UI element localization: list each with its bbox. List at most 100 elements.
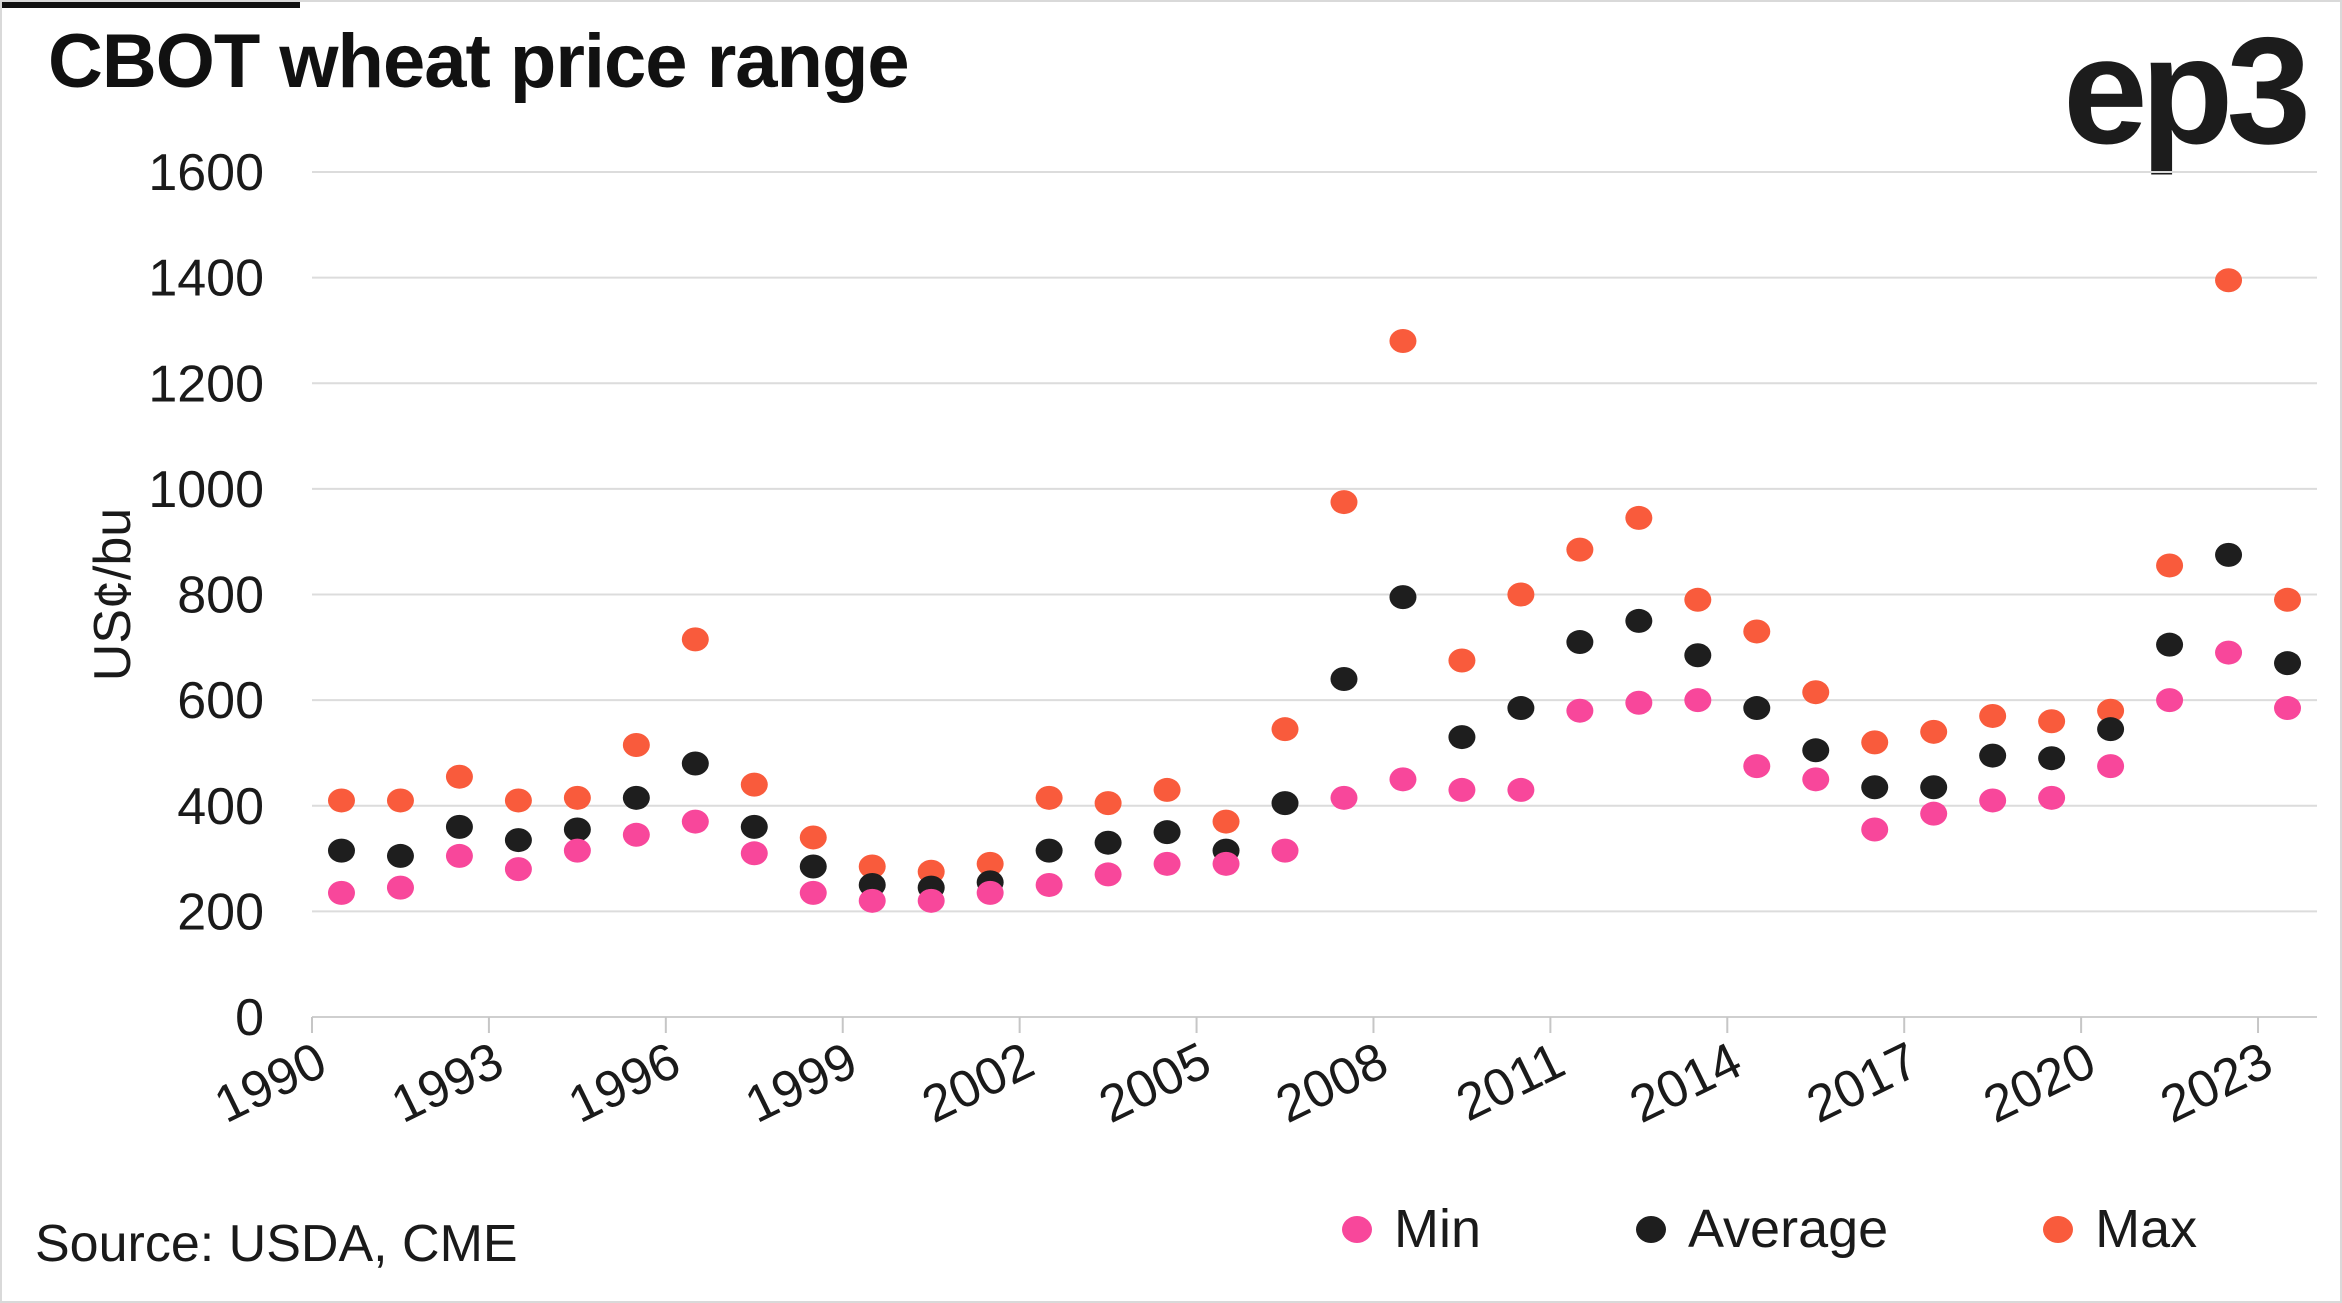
max-dot-2004 [1153, 777, 1181, 802]
average-dot-1993 [504, 828, 532, 853]
max-dot-2019 [2038, 709, 2066, 734]
x-tick-label: 2017 [1798, 1032, 1927, 1135]
average-dot-1990 [327, 838, 355, 863]
max-dot-2014 [1743, 619, 1771, 644]
min-dot-2021 [2156, 688, 2184, 713]
average-dot-2003 [1094, 830, 1122, 855]
legend-item-average: Average [1636, 1198, 1888, 1260]
x-tick-label: 2002 [914, 1032, 1043, 1135]
min-dot-2011 [1566, 698, 1594, 723]
max-dot-2010 [1507, 582, 1535, 607]
chart-title: CBOT wheat price range [48, 19, 910, 104]
max-dot-1998 [799, 825, 827, 850]
min-dot-1991 [386, 875, 414, 900]
max-dot-1993 [504, 788, 532, 813]
y-tick-label: 600 [177, 672, 264, 730]
max-dot-2003 [1094, 791, 1122, 816]
x-tick-label: 2005 [1090, 1032, 1219, 1135]
average-dot-2021 [2156, 632, 2184, 657]
legend: Min Average Max [1342, 1198, 2197, 1260]
y-tick-label: 400 [177, 778, 264, 836]
average-dot-2009 [1448, 725, 1476, 750]
average-dot-1996 [681, 751, 709, 776]
y-tick-label: 1000 [148, 461, 264, 519]
min-dot-2020 [2097, 754, 2125, 779]
max-dot-1991 [386, 788, 414, 813]
x-tick-label: 2023 [2152, 1032, 2281, 1135]
y-tick-label: 1200 [148, 355, 264, 413]
max-dot-2023 [2274, 587, 2302, 612]
min-dot-2008 [1389, 767, 1417, 792]
average-dot-1997 [740, 814, 768, 839]
legend-label-average: Average [1688, 1199, 1889, 1259]
min-dot-2010 [1507, 777, 1535, 802]
average-dot-2015 [1802, 738, 1830, 763]
min-dot-1994 [563, 838, 591, 863]
legend-item-max: Max [2043, 1198, 2197, 1260]
max-dot-2011 [1566, 537, 1594, 562]
min-dot-1995 [622, 822, 650, 847]
average-dot-2016 [1861, 775, 1889, 800]
min-dot-2015 [1802, 767, 1830, 792]
max-dot-2009 [1448, 648, 1476, 673]
average-dot-2018 [1979, 743, 2007, 768]
max-dot-2022 [2215, 268, 2243, 293]
average-dot-1998 [799, 854, 827, 879]
top-accent-bar [2, 2, 300, 8]
average-legend-dot [1636, 1215, 1667, 1243]
source-note: Source: USDA, CME [35, 1215, 518, 1273]
average-dot-2019 [2038, 746, 2066, 771]
max-dot-2021 [2156, 553, 2184, 578]
min-dot-1993 [504, 857, 532, 882]
min-dot-2016 [1861, 817, 1889, 842]
average-dot-1994 [563, 817, 591, 842]
min-dot-2023 [2274, 696, 2302, 721]
average-dot-1991 [386, 843, 414, 868]
average-dot-1995 [622, 785, 650, 810]
average-dot-2023 [2274, 651, 2302, 676]
average-dot-2012 [1625, 608, 1653, 633]
average-dot-2008 [1389, 585, 1417, 610]
min-dot-2002 [1035, 872, 1063, 897]
min-dot-2014 [1743, 754, 1771, 779]
average-dot-1992 [445, 814, 473, 839]
max-dot-1996 [681, 627, 709, 652]
min-dot-1990 [327, 880, 355, 905]
average-dot-2006 [1271, 791, 1299, 816]
min-dot-2022 [2215, 640, 2243, 665]
y-axis-title: US¢/bu [84, 508, 142, 681]
x-tick-label: 1999 [737, 1032, 866, 1135]
average-dot-2011 [1566, 630, 1594, 655]
max-dot-1999 [858, 854, 886, 879]
x-tick-label: 1993 [383, 1032, 512, 1135]
max-dot-2008 [1389, 329, 1417, 353]
max-dot-1990 [327, 788, 355, 813]
y-tick-label: 0 [235, 989, 264, 1047]
min-dot-1992 [445, 843, 473, 868]
min-dot-2006 [1271, 838, 1299, 863]
min-dot-2004 [1153, 851, 1181, 876]
min-dot-2019 [2038, 785, 2066, 810]
max-dot-2006 [1271, 717, 1299, 742]
x-tick-label: 2020 [1975, 1032, 2104, 1135]
max-dot-2012 [1625, 505, 1653, 530]
average-dot-2002 [1035, 838, 1063, 863]
min-dot-2003 [1094, 862, 1122, 887]
legend-label-min: Min [1394, 1199, 1482, 1259]
x-tick-label: 2008 [1267, 1032, 1396, 1135]
y-tick-label: 1400 [148, 250, 264, 308]
x-tick-label: 2014 [1621, 1032, 1750, 1135]
max-dot-2015 [1802, 680, 1830, 705]
max-dot-2013 [1684, 587, 1712, 612]
min-dot-2007 [1330, 785, 1358, 810]
max-dot-1997 [740, 772, 768, 797]
y-tick-label: 800 [177, 567, 264, 625]
max-dot-2020 [2097, 698, 2125, 723]
average-dot-2014 [1743, 696, 1771, 721]
min-dot-1998 [799, 880, 827, 905]
average-dot-2017 [1920, 775, 1948, 800]
min-dot-2005 [1212, 851, 1240, 876]
min-legend-dot [1342, 1215, 1372, 1243]
